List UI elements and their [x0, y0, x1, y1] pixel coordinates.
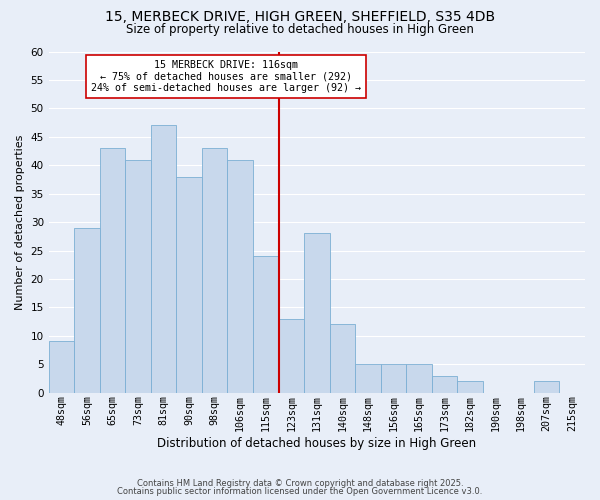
Text: Contains HM Land Registry data © Crown copyright and database right 2025.: Contains HM Land Registry data © Crown c…: [137, 478, 463, 488]
Bar: [49, 342, 74, 392]
Bar: [278, 318, 304, 392]
Bar: [176, 176, 202, 392]
Text: Size of property relative to detached houses in High Green: Size of property relative to detached ho…: [126, 22, 474, 36]
Text: 15, MERBECK DRIVE, HIGH GREEN, SHEFFIELD, S35 4DB: 15, MERBECK DRIVE, HIGH GREEN, SHEFFIELD…: [105, 10, 495, 24]
Bar: [253, 256, 278, 392]
Bar: [227, 160, 253, 392]
Bar: [151, 126, 176, 392]
Bar: [406, 364, 432, 392]
Bar: [74, 228, 100, 392]
Y-axis label: Number of detached properties: Number of detached properties: [15, 134, 25, 310]
Bar: [355, 364, 380, 392]
Bar: [100, 148, 125, 392]
Bar: [202, 148, 227, 392]
Bar: [380, 364, 406, 392]
Bar: [304, 234, 329, 392]
Bar: [432, 376, 457, 392]
Text: 15 MERBECK DRIVE: 116sqm
← 75% of detached houses are smaller (292)
24% of semi-: 15 MERBECK DRIVE: 116sqm ← 75% of detach…: [91, 60, 361, 93]
Bar: [125, 160, 151, 392]
Text: Contains public sector information licensed under the Open Government Licence v3: Contains public sector information licen…: [118, 487, 482, 496]
Bar: [329, 324, 355, 392]
Bar: [534, 382, 559, 392]
Bar: [457, 382, 483, 392]
X-axis label: Distribution of detached houses by size in High Green: Distribution of detached houses by size …: [157, 437, 476, 450]
